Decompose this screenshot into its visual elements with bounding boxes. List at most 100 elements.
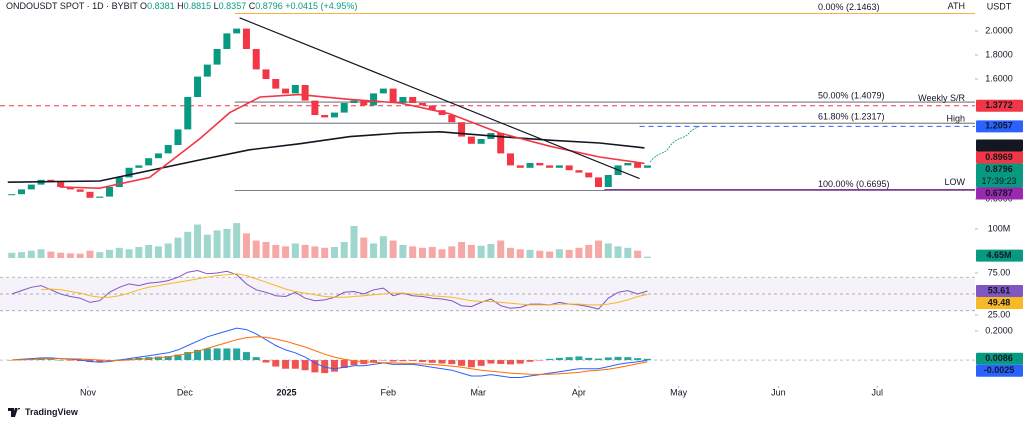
volume-bar bbox=[634, 250, 642, 258]
volume-bar bbox=[115, 247, 123, 258]
candle bbox=[594, 177, 602, 187]
rsi-line bbox=[11, 269, 648, 310]
macd-line bbox=[11, 327, 648, 378]
macd-histogram bbox=[516, 360, 524, 364]
x-tick-label: Jul bbox=[871, 387, 883, 397]
macd-label-box bbox=[976, 352, 1023, 365]
candle bbox=[252, 49, 260, 70]
macd-histogram bbox=[389, 360, 397, 362]
candle bbox=[86, 191, 94, 198]
candle bbox=[272, 79, 280, 89]
volume-bar bbox=[340, 242, 348, 258]
price-label: 0.6787 bbox=[985, 188, 1013, 198]
volume-bar bbox=[399, 244, 407, 258]
volume-bar bbox=[47, 251, 55, 258]
volume-bar bbox=[585, 244, 593, 258]
ohlc: O0.8381 H0.8815 L0.8357 C0.8796 bbox=[140, 1, 285, 11]
macd-histogram bbox=[321, 360, 329, 374]
macd-histogram bbox=[66, 360, 74, 361]
candle bbox=[555, 165, 563, 168]
rsi-label-box bbox=[976, 284, 1023, 297]
candle bbox=[418, 103, 426, 106]
candle bbox=[291, 85, 299, 94]
fib-tag: ATH bbox=[948, 1, 965, 11]
macd-histogram bbox=[213, 348, 221, 361]
macd-label-box bbox=[976, 364, 1023, 377]
volume-bar bbox=[497, 240, 505, 258]
volume-bar bbox=[506, 247, 514, 258]
macd-label: 0.0086 bbox=[985, 353, 1013, 363]
macd-histogram bbox=[438, 360, 446, 364]
macd-histogram bbox=[252, 357, 260, 361]
brand-name: TradingView bbox=[25, 407, 78, 417]
volume-bar bbox=[233, 223, 241, 258]
volume-bar bbox=[86, 250, 94, 258]
x-tick-label: Dec bbox=[177, 387, 194, 397]
macd-histogram bbox=[174, 354, 182, 361]
projection-path bbox=[649, 125, 701, 163]
change: +0.0415 (+4.95%) bbox=[285, 1, 358, 11]
macd-histogram bbox=[526, 360, 534, 362]
candle bbox=[184, 97, 192, 130]
rsi-label-box bbox=[976, 296, 1023, 309]
fib-label: 100.00% (0.6695) bbox=[818, 179, 890, 189]
volume-bar bbox=[301, 244, 309, 258]
candle bbox=[399, 97, 407, 103]
candle bbox=[360, 100, 368, 106]
volume-bar bbox=[604, 243, 612, 258]
ohlc-label: H bbox=[177, 1, 184, 11]
volume-bar bbox=[418, 247, 426, 258]
candle bbox=[301, 85, 309, 101]
ohlc-value: 0.8381 bbox=[147, 1, 175, 11]
candle bbox=[242, 28, 250, 49]
volume-bar bbox=[57, 252, 65, 258]
candle bbox=[282, 88, 290, 94]
candle bbox=[634, 163, 642, 168]
trendline bbox=[239, 17, 640, 180]
macd-histogram bbox=[536, 360, 544, 361]
candle bbox=[536, 163, 544, 166]
candle bbox=[311, 100, 319, 115]
volume-bar bbox=[487, 244, 495, 258]
y-tick-label: 1.6000 bbox=[985, 73, 1013, 83]
volume-bar bbox=[379, 236, 387, 258]
macd-histogram bbox=[379, 360, 387, 361]
candle bbox=[223, 33, 231, 49]
rsi-label: 49.48 bbox=[988, 297, 1011, 307]
y-tick-label: 0.2000 bbox=[985, 325, 1013, 335]
candle bbox=[330, 112, 338, 118]
x-tick-label: May bbox=[670, 387, 688, 397]
candle bbox=[18, 189, 26, 195]
brand: TradingView bbox=[8, 407, 78, 417]
candle bbox=[66, 187, 74, 190]
ohlc-value: 0.8815 bbox=[183, 1, 212, 11]
macd-histogram bbox=[555, 357, 563, 361]
x-tick-label: Mar bbox=[470, 387, 486, 397]
macd-histogram bbox=[301, 360, 309, 371]
volume-bar bbox=[203, 234, 211, 258]
volume-label-box bbox=[976, 249, 1023, 262]
macd-histogram bbox=[47, 359, 55, 361]
candle bbox=[389, 88, 397, 103]
level-label: Weekly S/R bbox=[918, 93, 965, 103]
candle bbox=[145, 158, 153, 166]
candle bbox=[164, 145, 172, 154]
macd-label: -0.0025 bbox=[984, 365, 1015, 375]
ohlc-label: O bbox=[140, 1, 148, 11]
volume-bar bbox=[262, 242, 270, 258]
y-tick-label: 100M bbox=[988, 223, 1011, 233]
volume-bar bbox=[174, 237, 182, 258]
x-tick-label: Apr bbox=[572, 387, 586, 397]
volume-bar bbox=[66, 253, 74, 258]
candle bbox=[115, 177, 123, 187]
candle bbox=[604, 175, 612, 187]
macd-histogram bbox=[57, 360, 65, 361]
macd-histogram bbox=[643, 358, 651, 361]
volume-bar bbox=[184, 231, 192, 258]
candle bbox=[174, 129, 182, 145]
price-label-box bbox=[976, 99, 1023, 112]
price-label-box bbox=[976, 139, 1023, 152]
volume-bar bbox=[546, 251, 554, 258]
macd-histogram bbox=[242, 352, 250, 361]
macd-histogram bbox=[184, 352, 192, 361]
